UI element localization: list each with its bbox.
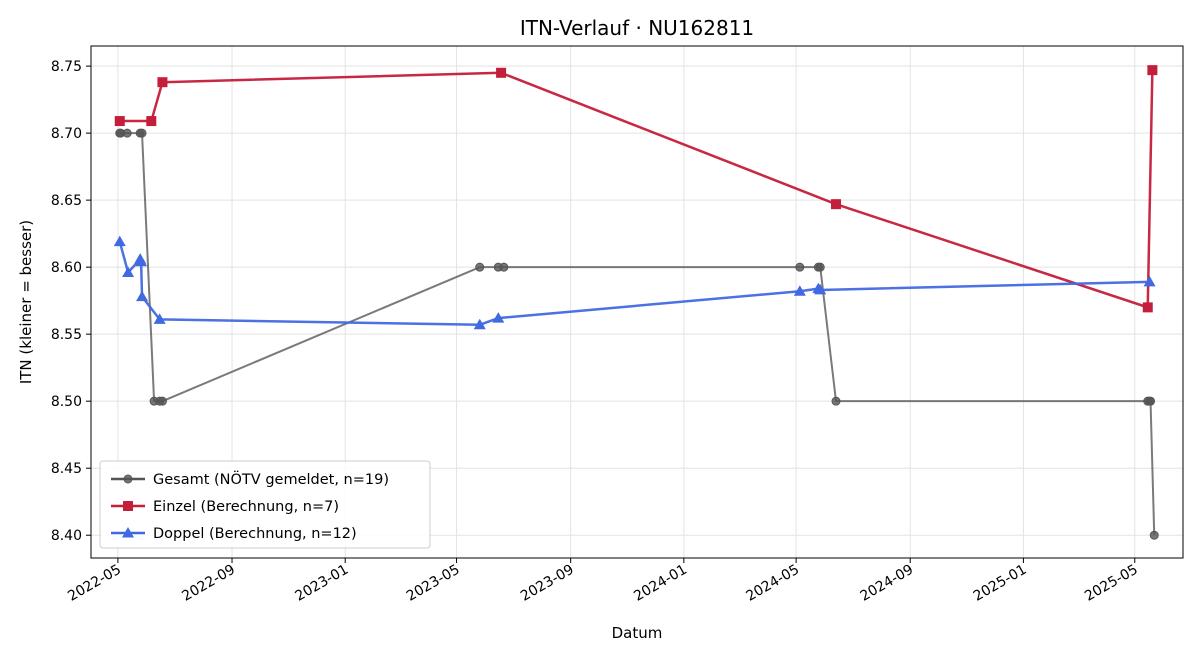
data-point bbox=[137, 128, 147, 138]
data-point bbox=[157, 77, 168, 88]
data-point bbox=[114, 116, 125, 127]
data-point bbox=[122, 266, 135, 278]
series-circle bbox=[115, 128, 1159, 540]
data-point bbox=[146, 116, 157, 127]
chart-title: ITN-Verlauf · NU162811 bbox=[520, 16, 754, 40]
y-axis: 8.40 8.45 8.50 8.55 8.60 8.65 8.70 8.75 bbox=[51, 59, 91, 544]
y-tick-label: 8.75 bbox=[51, 59, 82, 75]
y-tick-label: 8.70 bbox=[51, 126, 82, 142]
data-point bbox=[499, 262, 509, 272]
data-point bbox=[1143, 275, 1156, 287]
data-point bbox=[795, 262, 805, 272]
legend-marker bbox=[123, 501, 133, 511]
data-point bbox=[1147, 65, 1158, 76]
y-tick-label: 8.55 bbox=[51, 327, 82, 343]
legend-label: Doppel (Berechnung, n=12) bbox=[153, 526, 357, 542]
data-point bbox=[475, 262, 485, 272]
series-square bbox=[114, 65, 1158, 313]
x-axis-title: Datum bbox=[612, 624, 663, 642]
data-point bbox=[157, 396, 167, 406]
legend-marker bbox=[122, 527, 134, 538]
legend-label: Gesamt (NÖTV gemeldet, n=19) bbox=[153, 470, 389, 488]
data-point bbox=[831, 199, 842, 210]
data-point bbox=[1146, 396, 1156, 406]
y-tick-label: 8.60 bbox=[51, 260, 82, 276]
data-point bbox=[113, 235, 126, 247]
data-point bbox=[815, 262, 825, 272]
legend-item: Doppel (Berechnung, n=12) bbox=[111, 526, 357, 542]
data-point bbox=[793, 285, 806, 296]
legend-item: Einzel (Berechnung, n=7) bbox=[111, 499, 339, 515]
data-point bbox=[492, 312, 505, 323]
y-tick-label: 8.50 bbox=[51, 394, 82, 410]
data-point bbox=[135, 255, 148, 267]
y-tick-label: 8.45 bbox=[51, 461, 82, 477]
data-point bbox=[122, 128, 132, 138]
series-layer bbox=[113, 65, 1159, 540]
data-point bbox=[1149, 530, 1159, 540]
y-tick-label: 8.40 bbox=[51, 528, 82, 544]
legend-item: Gesamt (NÖTV gemeldet, n=19) bbox=[111, 470, 389, 488]
legend: Gesamt (NÖTV gemeldet, n=19) Einzel (Bere… bbox=[99, 460, 431, 549]
y-tick-label: 8.65 bbox=[51, 193, 82, 209]
data-point bbox=[1142, 302, 1153, 313]
data-point bbox=[153, 313, 166, 324]
data-point bbox=[136, 290, 149, 302]
plot-frame bbox=[90, 45, 1184, 559]
data-point bbox=[831, 396, 841, 406]
series-triangle bbox=[113, 235, 1156, 330]
data-point bbox=[473, 318, 486, 330]
data-point bbox=[496, 67, 507, 78]
legend-box bbox=[99, 460, 431, 549]
legend-label: Einzel (Berechnung, n=7) bbox=[153, 499, 339, 515]
data-point bbox=[814, 283, 827, 295]
y-axis-title: ITN (kleiner = besser) bbox=[17, 220, 35, 384]
legend-marker bbox=[123, 474, 133, 484]
